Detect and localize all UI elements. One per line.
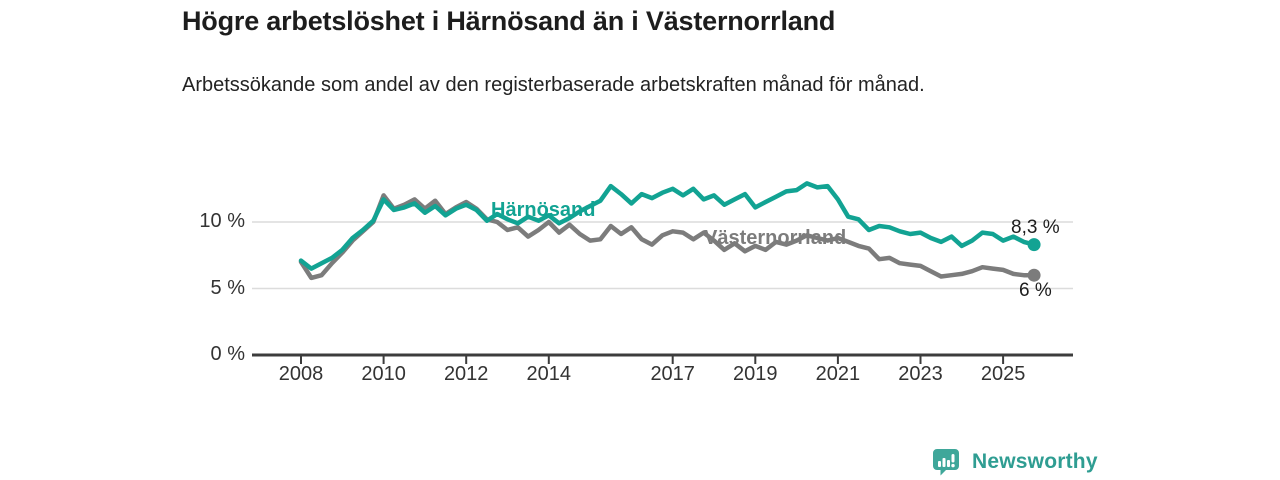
x-axis-label: 2014 (526, 363, 572, 385)
y-axis-label: 5 % (210, 276, 245, 299)
y-axis-label: 10 % (199, 210, 245, 232)
chart-title: Högre arbetslöshet i Härnösand än i Väst… (182, 6, 836, 36)
series-label-harnosand: Härnösand (491, 199, 596, 221)
end-value-label-harnosand: 8,3 % (1011, 217, 1060, 238)
speech-bubble-shape (933, 449, 959, 476)
x-axis-label: 2019 (733, 363, 778, 385)
newsworthy-chart-bubble-icon (933, 449, 959, 476)
x-axis-label: 2025 (980, 363, 1026, 385)
chart-subtitle: Arbetssökande som andel av den registerb… (182, 74, 925, 96)
series-end-dot-härnösand (1027, 238, 1041, 252)
x-axis-label: 2008 (278, 363, 324, 385)
y-axis-label: 0 % (210, 343, 245, 365)
x-axis-label: 2010 (361, 363, 406, 385)
x-axis-label: 2023 (898, 363, 943, 385)
newsworthy-logo: Newsworthy (930, 446, 1098, 478)
series-line-härnösand (298, 181, 1037, 271)
x-axis-label: 2017 (650, 363, 695, 385)
mini-bar-chart-glyph (938, 454, 955, 468)
series-label-vasternorrland: Västernorrland (704, 227, 847, 249)
newsworthy-wordmark: Newsworthy (972, 450, 1098, 473)
end-value-label-vasternorrland: 6 % (1019, 280, 1052, 301)
series-line-västernorrland (298, 193, 1037, 281)
x-axis-label: 2012 (443, 363, 489, 385)
x-axis-label: 2021 (815, 363, 861, 385)
